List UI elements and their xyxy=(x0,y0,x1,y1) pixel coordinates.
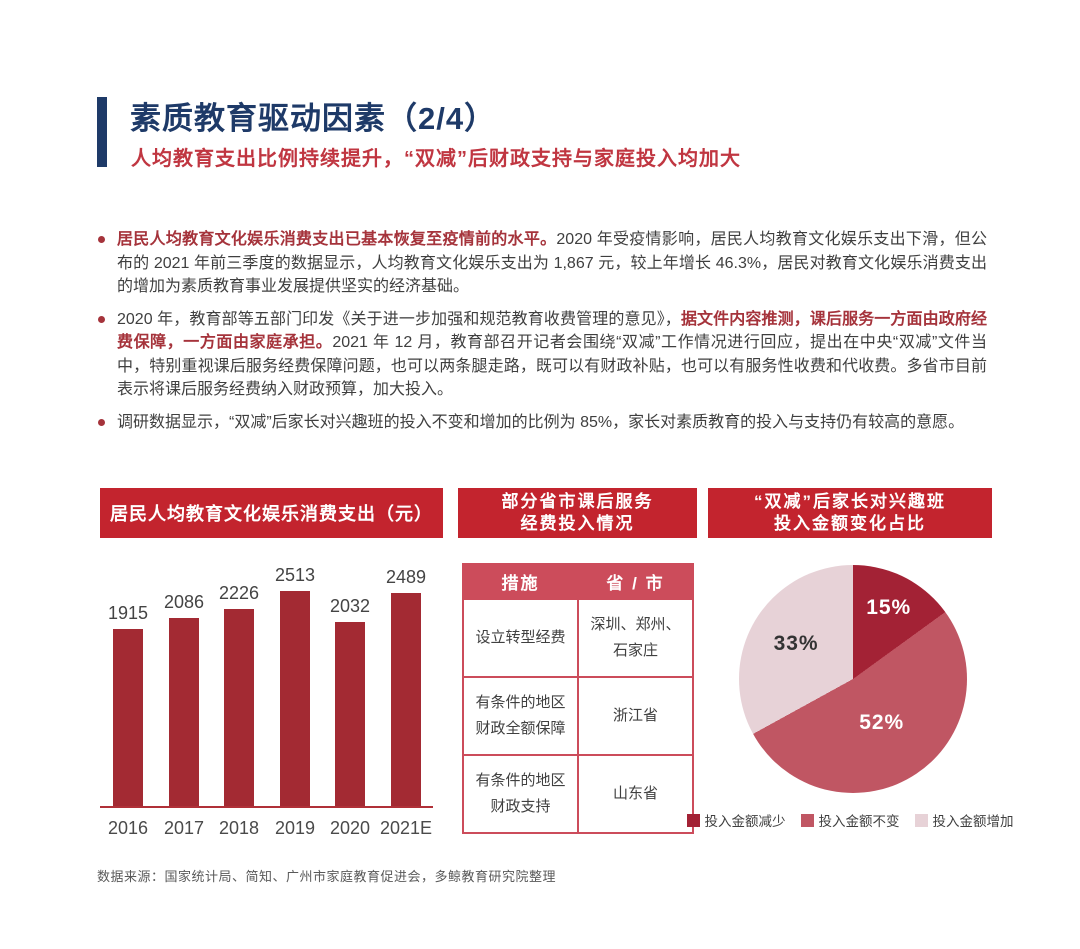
legend-label: 投入金额减少 xyxy=(704,814,786,829)
legend-item: 投入金额减少 xyxy=(686,810,786,830)
bullet-item: 居民人均教育文化娱乐消费支出已基本恢复至疫情前的水平。2020 年受疫情影响，居… xyxy=(97,228,987,299)
pie-chart-title: “双减”后家长对兴趣班 投入金额变化占比 xyxy=(708,488,992,538)
bar xyxy=(335,622,365,806)
table-cell: 深圳、郑州、石家庄 xyxy=(577,598,694,678)
table-header-row: 措施省 / 市 xyxy=(462,563,694,600)
bullet-text-emphasis: 居民人均教育文化娱乐消费支出已基本恢复至疫情前的水平。 xyxy=(117,231,557,248)
pie-slice-label: 52% xyxy=(859,711,905,735)
bullet-list: 居民人均教育文化娱乐消费支出已基本恢复至疫情前的水平。2020 年受疫情影响，居… xyxy=(97,228,987,443)
bullet-item: 调研数据显示，“双减”后家长对兴趣班的投入不变和增加的比例为 85%，家长对素质… xyxy=(97,411,987,435)
legend-item: 投入金额不变 xyxy=(800,810,900,830)
table-cell: 浙江省 xyxy=(577,676,694,756)
bullet-text-segment: 2021 年 12 月，教育部召开记者会围绕“双减”工作情况进行回应，提出在中央… xyxy=(117,334,987,398)
bar xyxy=(224,609,254,806)
bullet-dot-icon xyxy=(98,236,105,243)
table-header-cell: 措施 xyxy=(462,563,579,600)
page-subtitle: 人均教育支出比例持续提升，“双减”后财政支持与家庭投入均加大 xyxy=(131,148,741,170)
legend-swatch xyxy=(914,813,928,827)
pie-slice-label: 33% xyxy=(773,632,819,656)
bullet-text-segment: 2020 年，教育部等五部门印发《关于进一步加强和规范教育收费管理的意见》， xyxy=(117,310,681,328)
table-row: 设立转型经费 深圳、郑州、石家庄 xyxy=(462,598,694,678)
bar-value-label: 2489 xyxy=(385,567,427,587)
legend-label: 投入金额不变 xyxy=(818,814,900,829)
table-cell: 有条件的地区财政全额保障 xyxy=(462,676,579,756)
measures-table: 措施省 / 市 设立转型经费 深圳、郑州、石家庄 有条件的地区财政全额保障 浙江省 有条… xyxy=(462,563,694,834)
bar-category-label: 2018 xyxy=(218,818,260,838)
pie-chart: 15% 52% 33% xyxy=(739,565,967,793)
bar-category-label: 2020 xyxy=(329,818,371,838)
bullet-text: 2020 年，教育部等五部门印发《关于进一步加强和规范教育收费管理的意见》，据文… xyxy=(117,308,987,402)
bar-category-label: 2016 xyxy=(107,818,149,838)
bullet-item: 2020 年，教育部等五部门印发《关于进一步加强和规范教育收费管理的意见》，据文… xyxy=(97,308,987,402)
legend-swatch xyxy=(686,813,700,827)
legend-label: 投入金额增加 xyxy=(932,814,1014,829)
bullet-text: 调研数据显示，“双减”后家长对兴趣班的投入不变和增加的比例为 85%，家长对素质… xyxy=(117,411,987,435)
table-body: 设立转型经费 深圳、郑州、石家庄 有条件的地区财政全额保障 浙江省 有条件的地区财政支持… xyxy=(462,598,694,834)
bar-value-label: 2226 xyxy=(218,583,260,603)
data-source-note: 数据来源：国家统计局、简知、广州市家庭教育促进会，多鲸教育研究院整理 xyxy=(97,869,557,884)
table-row: 有条件的地区财政全额保障 浙江省 xyxy=(462,676,694,756)
page-title: 素质教育驱动因素（2/4） xyxy=(130,101,497,136)
bar-value-label: 1915 xyxy=(107,603,149,623)
bullet-text-segment: 2020 年受疫情影响，居民人均教育文化娱乐支出下滑，但公布的 2021 年前三… xyxy=(117,231,987,295)
pie-slice-label: 15% xyxy=(866,595,912,619)
table-panel-title: 部分省市课后服务 经费投入情况 xyxy=(458,488,697,538)
bar-value-label: 2032 xyxy=(329,596,371,616)
bar-category-label: 2019 xyxy=(274,818,316,838)
table-cell: 有条件的地区财政支持 xyxy=(462,754,579,834)
pie-legend: 投入金额减少 投入金额不变 投入金额增加 xyxy=(686,810,1014,830)
bar xyxy=(280,591,310,806)
bar xyxy=(169,618,199,806)
bar-value-label: 2513 xyxy=(274,565,316,585)
bar-chart-x-axis xyxy=(100,806,433,808)
table-header-row: 措施省 / 市 xyxy=(462,563,694,600)
bar-chart: 1915 2016 2086 2017 2226 2018 2513 2019 2032 2020… xyxy=(100,555,433,845)
bullet-dot-icon xyxy=(98,418,105,426)
bar xyxy=(391,593,421,806)
bar xyxy=(113,629,143,806)
table-header-cell: 省 / 市 xyxy=(577,563,694,600)
table-cell: 山东省 xyxy=(577,754,694,834)
table-cell: 设立转型经费 xyxy=(462,598,579,678)
bar-value-label: 2086 xyxy=(163,592,205,612)
title-accent-bar xyxy=(97,97,107,167)
legend-swatch xyxy=(800,813,814,827)
bullet-dot-icon xyxy=(98,315,105,323)
bullet-text-segment: 调研数据显示，“双减”后家长对兴趣班的投入不变和增加的比例为 85%，家长对素质… xyxy=(117,413,965,431)
bar-category-label: 2021E xyxy=(379,818,433,838)
bar-category-label: 2017 xyxy=(163,818,205,838)
bullet-text: 居民人均教育文化娱乐消费支出已基本恢复至疫情前的水平。2020 年受疫情影响，居… xyxy=(117,228,987,299)
table-row: 有条件的地区财政支持 山东省 xyxy=(462,754,694,834)
bullet-text-emphasis: 据文件内容推测，课后服务一方面由政府经费保障，一方面由家庭承担。 xyxy=(117,310,987,352)
legend-item: 投入金额增加 xyxy=(914,810,1014,830)
bar-chart-title: 居民人均教育文化娱乐消费支出（元） xyxy=(100,488,443,538)
